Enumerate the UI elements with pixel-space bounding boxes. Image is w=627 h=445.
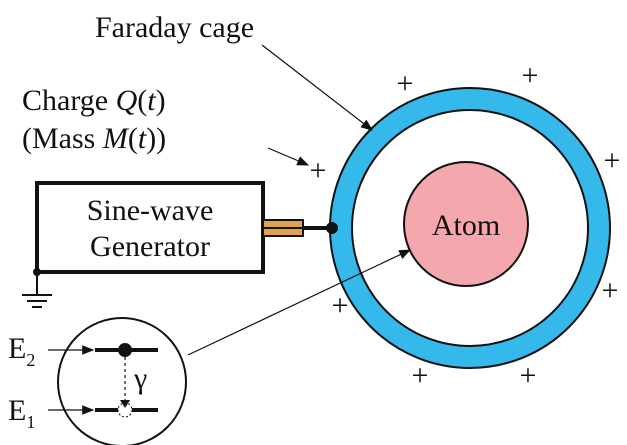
atom [403, 161, 529, 287]
e1-label: E1 [8, 394, 35, 432]
cage-inner-edge [351, 109, 589, 347]
arrow [267, 147, 310, 166]
mass-label: (Mass M(t)) [22, 122, 166, 155]
arrowhead [120, 400, 130, 408]
arrow [187, 249, 412, 356]
plus: + [522, 59, 539, 92]
plus: + [604, 144, 621, 177]
charge-label: Charge Q(t) [22, 84, 166, 117]
arrow [261, 44, 373, 131]
generator-label: Sine-wave [87, 194, 214, 227]
faraday-label: Faraday cage [95, 11, 254, 44]
plus: + [520, 359, 537, 392]
faraday-cage [330, 88, 610, 368]
plus-signs: + + + + + + + + [310, 59, 621, 392]
generator-label: Generator [90, 230, 210, 263]
plus: + [310, 154, 327, 187]
plus: + [397, 67, 414, 100]
plus: + [412, 359, 429, 392]
generator-box [35, 181, 265, 274]
gamma-label: γ [133, 362, 147, 395]
plus: + [332, 289, 349, 322]
e2-label: E2 [8, 332, 35, 370]
electron [118, 343, 132, 357]
ground [22, 268, 52, 308]
inset [57, 317, 187, 445]
plus: + [602, 274, 619, 307]
contact [326, 222, 338, 234]
atom-label: Atom [432, 209, 500, 242]
